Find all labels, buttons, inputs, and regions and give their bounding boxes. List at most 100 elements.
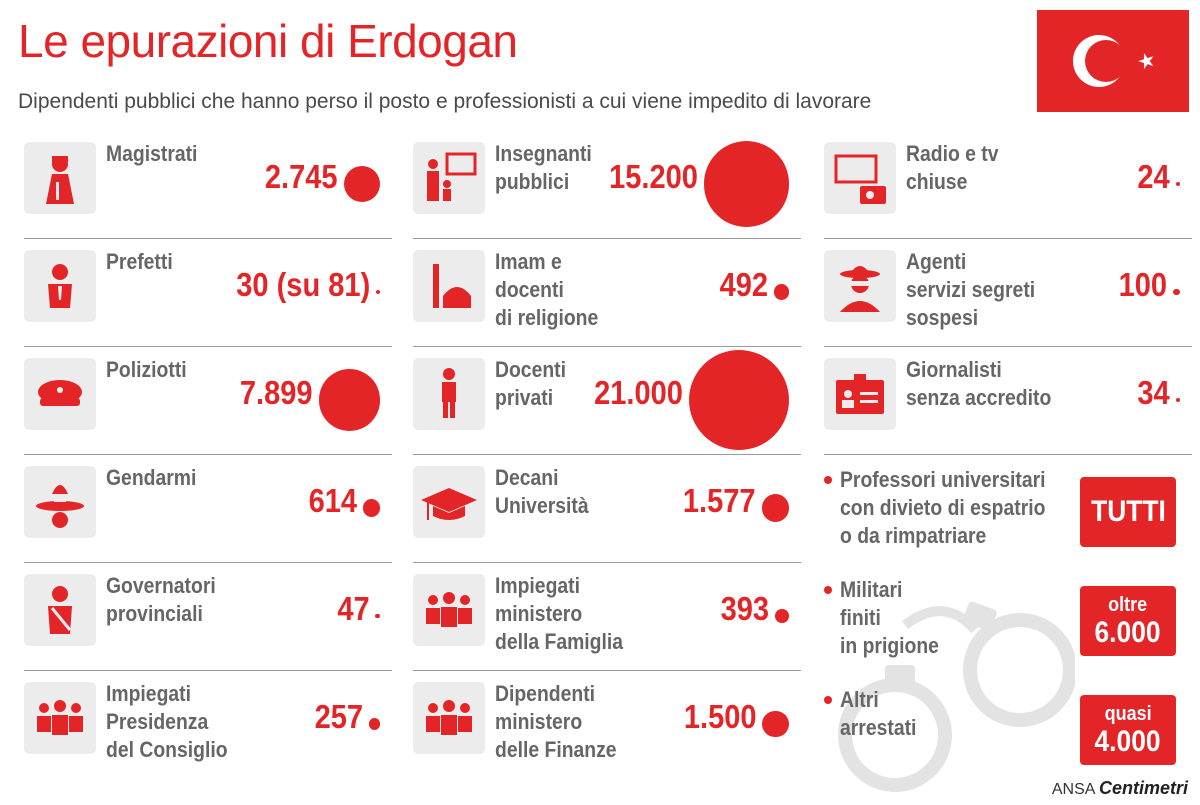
- stat-value: 7.899: [239, 374, 313, 411]
- agency-label: ANSA: [1051, 781, 1095, 798]
- people-group-icon: [24, 682, 96, 754]
- stat-cell: Giornalisti senza accredito 34: [824, 354, 1190, 462]
- stat-cell: Insegnanti pubblici 15.200: [413, 138, 799, 246]
- page-subtitle: Dipendenti pubblici che hanno perso il p…: [18, 90, 872, 113]
- governor-icon: [24, 574, 96, 646]
- people-group-icon: [413, 682, 485, 754]
- stat-cell: Magistrati 2.745: [24, 138, 390, 246]
- stat-cell: Decani Università 1.577: [413, 462, 799, 570]
- handcuffs-icon: [838, 601, 1075, 792]
- stat-value: 1.577: [682, 482, 756, 519]
- value-dot: [375, 613, 380, 619]
- stat-value: 21.000: [594, 374, 683, 411]
- value-dot: [773, 284, 789, 300]
- prefect-icon: [24, 250, 96, 322]
- row-divider: [824, 238, 1192, 239]
- stat-label: Imam e docenti di religione: [495, 249, 599, 330]
- gendarme-icon: [24, 466, 96, 538]
- stat-cell: Agenti servizi segreti sospesi 100: [824, 246, 1190, 354]
- stat-cell: Radio e tv chiuse 24: [824, 138, 1190, 246]
- bullet: [824, 476, 832, 484]
- spy-icon: [824, 250, 896, 322]
- row-divider: [413, 454, 801, 455]
- brand-logo: Centimetri: [1098, 778, 1188, 798]
- row-divider: [413, 238, 801, 239]
- value-box-qualifier: quasi: [1104, 703, 1152, 725]
- row-divider: [24, 454, 392, 455]
- value-box-qualifier: oltre: [1108, 594, 1148, 616]
- value-dot: [376, 290, 380, 294]
- stat-value: 614: [308, 482, 357, 519]
- value-dot: [703, 141, 789, 227]
- value-dot: [689, 350, 789, 450]
- row-divider: [24, 562, 392, 563]
- value-dot: [762, 710, 789, 738]
- stat-label: Altri arrestati: [840, 687, 917, 740]
- stat-value: 15.200: [609, 158, 698, 195]
- stat-label: Magistrati: [106, 141, 198, 166]
- value-dot: [318, 369, 380, 431]
- judge-icon: [24, 142, 96, 214]
- stat-value: 257: [314, 698, 363, 735]
- stat-label: Agenti servizi segreti sospesi: [906, 249, 1036, 330]
- stat-value: 492: [719, 266, 768, 303]
- value-dot: [775, 609, 789, 623]
- stat-label: Prefetti: [106, 249, 173, 274]
- row-divider: [824, 346, 1192, 347]
- stat-label: Militari finiti in prigione: [840, 577, 939, 658]
- value-dot: [362, 499, 380, 517]
- lecturer-icon: [413, 358, 485, 430]
- stat-value: 30 (su 81): [236, 266, 370, 303]
- tv-radio-icon: [824, 142, 896, 214]
- stat-label: Gendarmi: [106, 465, 197, 490]
- row-divider: [824, 454, 1192, 455]
- value-box: TUTTI: [1080, 477, 1176, 547]
- value-box-number: TUTTI: [1090, 495, 1166, 528]
- row-divider: [413, 670, 801, 671]
- stat-label: Radio e tv chiuse: [906, 141, 999, 194]
- value-dot: [761, 494, 789, 522]
- stat-value: 34: [1137, 374, 1170, 411]
- stat-label: Decani Università: [495, 465, 589, 518]
- value-box-number: 4.000: [1094, 725, 1162, 758]
- stat-cell: Prefetti 30 (su 81): [24, 246, 390, 354]
- stat-cell: Dipendenti ministero delle Finanze 1.500: [413, 678, 799, 786]
- stat-label: Impiegati ministero della Famiglia: [495, 573, 624, 654]
- value-dot: [1173, 288, 1180, 296]
- row-divider: [24, 238, 392, 239]
- bullet: [824, 586, 832, 594]
- crescent-star-icon: [1073, 35, 1154, 87]
- stat-cell: Imam e docenti di religione 492: [413, 246, 799, 354]
- stat-cell: Docenti privati 21.000: [413, 350, 799, 462]
- stat-label: Giornalisti senza accredito: [906, 357, 1052, 410]
- stat-label: Impiegati Presidenza del Consiglio: [106, 681, 228, 762]
- value-box-number: 6.000: [1094, 616, 1162, 649]
- row-divider: [413, 562, 801, 563]
- stat-label: Dipendenti ministero delle Finanze: [495, 681, 617, 762]
- graduation-cap-icon: [413, 466, 485, 538]
- row-divider: [413, 346, 801, 347]
- row-divider: [24, 670, 392, 671]
- stat-value: 100: [1118, 266, 1168, 303]
- value-dot: [1176, 182, 1180, 186]
- press-badge-icon: [824, 358, 896, 430]
- stat-label: Professori universitari con divieto di e…: [840, 467, 1046, 548]
- stat-value: 47: [336, 590, 370, 627]
- value-dot: [368, 718, 380, 730]
- teacher-icon: [413, 142, 485, 214]
- turkey-flag: [1037, 10, 1189, 112]
- people-group-icon: [413, 574, 485, 646]
- bullet: [824, 696, 832, 704]
- mosque-icon: [413, 250, 485, 322]
- stat-label: Docenti privati: [495, 357, 567, 410]
- stat-value: 1.500: [683, 698, 757, 735]
- stat-cell: Impiegati Presidenza del Consiglio 257: [24, 678, 390, 786]
- stat-label: Governatori provinciali: [106, 573, 216, 626]
- row-divider: [24, 346, 392, 347]
- stat-label: Poliziotti: [106, 357, 187, 382]
- stat-cell: Impiegati ministero della Famiglia 393: [413, 570, 799, 678]
- stat-cell: Poliziotti 7.899: [24, 354, 390, 462]
- footer-credit: ANSA Centimetri: [1052, 778, 1188, 799]
- police-cap-icon: [24, 358, 96, 430]
- value-dot: [1175, 397, 1180, 402]
